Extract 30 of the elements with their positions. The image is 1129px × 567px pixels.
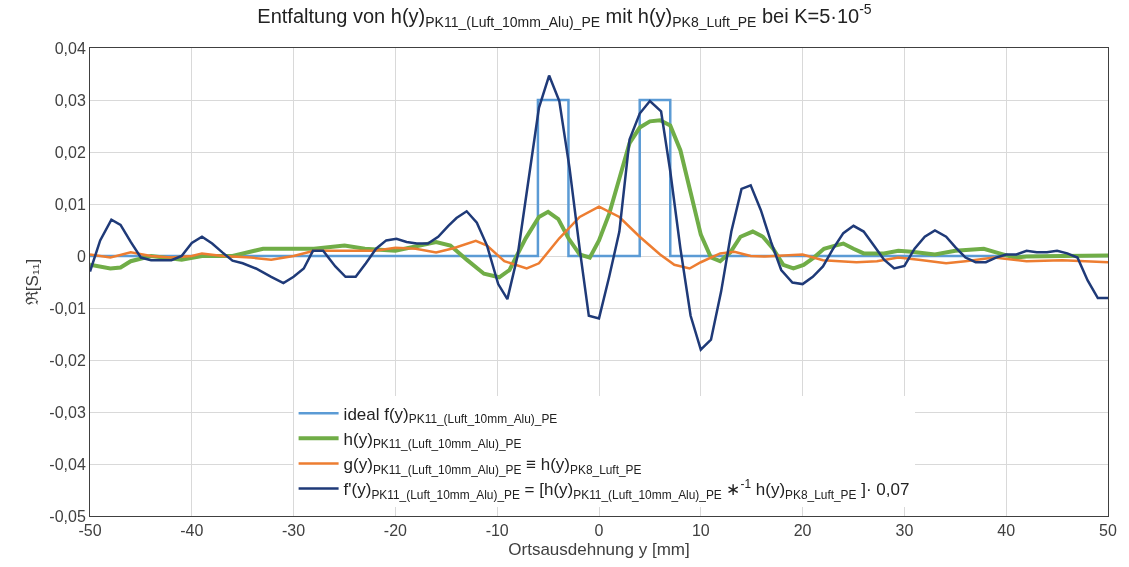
x-tick-label: 40 <box>997 522 1016 540</box>
chart-title: Entfaltung von h(y)$_{PK11_(Luft_10mm_Alu)_PE}$ mit h(y)$_{PK8_Luft_PE}$ bei K=5·10$^{-5}$ <box>257 1 872 30</box>
x-tick-label: 50 <box>1099 522 1117 540</box>
x-tick-label: -50 <box>78 522 102 540</box>
y-tick-label: 0,02 <box>54 143 86 161</box>
legend-label: h(y)$_{PK11_(Luft_10mm_Alu)_PE}$ <box>343 429 522 452</box>
y-tick-label: 0,01 <box>54 195 86 213</box>
y-tick-label: 0,04 <box>54 39 86 57</box>
y-tick-label: -0,03 <box>49 403 86 421</box>
line-series <box>90 74 1108 351</box>
y-tick-label: -0,01 <box>49 299 86 317</box>
y-tick-label: -0,04 <box>49 455 86 473</box>
x-tick-label: 0 <box>594 522 604 540</box>
x-tick-label: -30 <box>282 522 306 540</box>
x-axis-title: Ortsausdehnung y [mm] <box>508 539 690 559</box>
legend-label: ideal f(y)$_{PK11_(Luft_10mm_Alu)_PE}$ <box>343 404 558 427</box>
x-tick-label: -40 <box>180 522 204 540</box>
y-axis-title: ℜ[S₁₁] <box>22 258 42 306</box>
y-tick-label: 0,03 <box>54 91 86 109</box>
x-tick-label: -20 <box>383 522 408 540</box>
legend-label: g(y)$_{PK11_(Luft_10mm_Alu)_PE}$ ≡ h(y)$_{PK8_Luft_PE}$ <box>343 455 642 477</box>
y-tick-label: -0,05 <box>49 507 86 525</box>
x-tick-label: 10 <box>691 522 710 540</box>
x-tick-label: 20 <box>793 522 812 540</box>
y-tick-label: -0,02 <box>49 351 86 369</box>
line-series <box>90 205 1108 270</box>
y-tick-label: 0 <box>76 247 86 265</box>
x-tick-label: -10 <box>485 522 509 540</box>
text: f'(y)$_{PK11_(Luft_10mm_Alu)_PE}$ = [h(y)$_{PK11_(Luft_10mm_Alu)_PE}$ ∗$^{-1}$ h(y)$_{PK8_Luft_PE}$ ]· 0,07 <box>343 476 910 502</box>
x-tick-label: 30 <box>895 522 914 540</box>
